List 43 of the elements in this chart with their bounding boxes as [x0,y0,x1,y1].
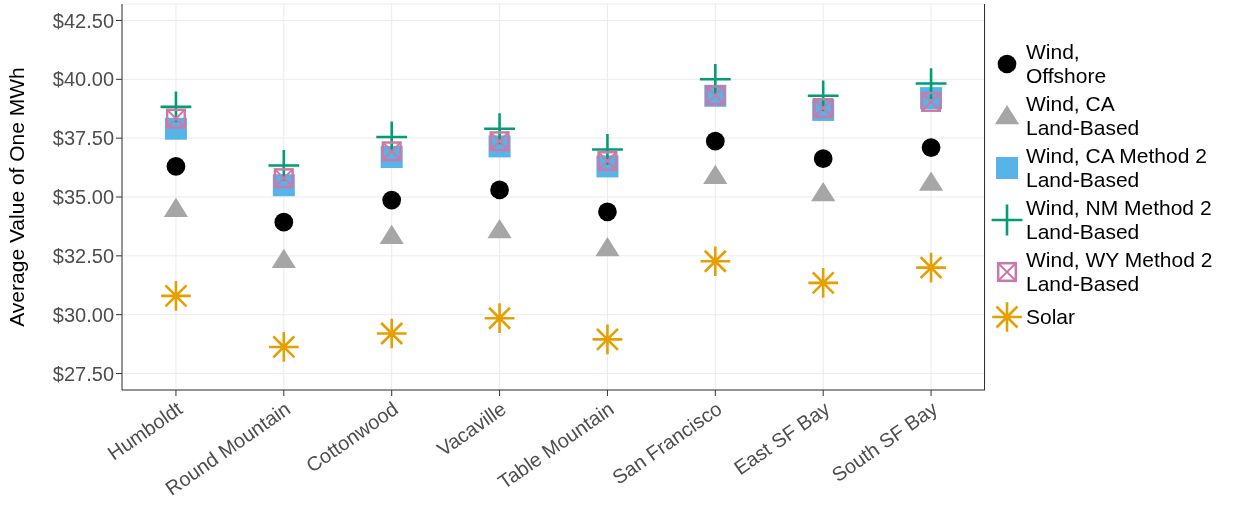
point [489,131,510,152]
point [592,324,623,355]
legend-label: Wind, Offshore [1026,40,1107,88]
point [915,68,947,99]
point [595,237,620,257]
point [813,149,833,168]
point [274,212,294,232]
point [166,157,186,176]
point [487,218,512,239]
y-axis-title: Average Value of One MWh [5,67,29,327]
point [271,248,296,269]
point [381,141,402,162]
y-tick-label: $42.50 [52,9,114,32]
point [484,303,515,334]
point [490,180,509,200]
point [916,252,946,283]
point [918,171,944,191]
y-tick-label: $27.50 [52,362,114,385]
point [703,164,728,185]
x-tick-label: East SF Bay [729,397,834,480]
legend-label: Wind, NM Method 2 Land-Based [1026,196,1212,244]
point [811,182,836,202]
y-tick-label: $35.00 [52,186,114,209]
y-tick-label: $40.00 [52,68,114,91]
point [382,190,402,210]
point [163,197,189,218]
point [705,131,725,151]
point [165,108,186,129]
point [921,138,941,157]
legend-label: Solar [1026,305,1076,329]
point [273,168,294,189]
point [379,224,404,245]
point [376,318,407,349]
y-tick-label: $32.50 [52,244,114,267]
legend-label: Wind, WY Method 2 Land-Based [1026,248,1213,296]
point [597,150,618,172]
legend-label: Wind, CA Method 2 Land-Based [1026,144,1207,192]
point [699,63,731,95]
point [598,202,617,222]
y-tick-label: $37.50 [52,127,114,150]
legend-label: Wind, CA Land-Based [1026,92,1140,140]
y-tick-label: $30.00 [52,303,114,326]
point [700,246,731,277]
